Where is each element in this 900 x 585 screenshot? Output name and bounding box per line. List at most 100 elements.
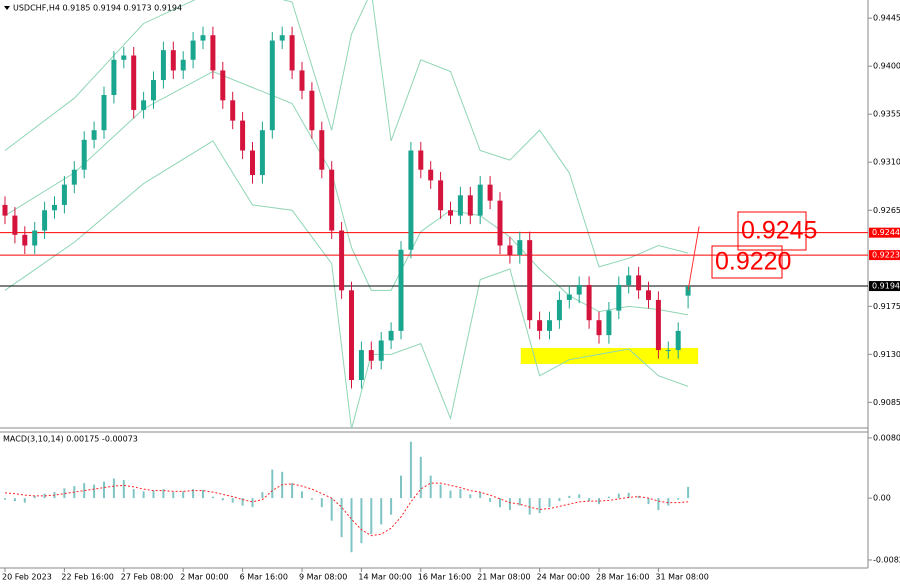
candle-body xyxy=(121,55,127,60)
macd-tick-label: 0.00 xyxy=(873,494,891,503)
x-tick-label: 9 Mar 08:00 xyxy=(299,573,347,582)
candle-body xyxy=(507,245,513,256)
candle-body xyxy=(319,130,325,170)
annotation: 0.9220 xyxy=(715,248,791,276)
candle-body xyxy=(91,130,97,140)
candle-body xyxy=(448,210,453,216)
candle-body xyxy=(329,169,335,231)
candle-body xyxy=(398,249,404,331)
annotation-box xyxy=(737,211,807,251)
candle-body xyxy=(616,284,622,311)
candle-body xyxy=(378,340,384,361)
candle-body xyxy=(71,169,77,185)
candle-body xyxy=(141,100,147,110)
candle-body xyxy=(12,215,18,235)
annotation: 0.9245 xyxy=(741,217,817,245)
candle-body xyxy=(160,50,166,81)
candle-body xyxy=(250,150,255,176)
candle-body xyxy=(52,204,57,211)
trendline xyxy=(687,226,700,291)
price-level-label: 0.9223 xyxy=(872,251,900,260)
y-tick-label: 0.9310 xyxy=(873,158,900,167)
candle-body xyxy=(42,210,48,231)
annotation-box xyxy=(711,245,783,279)
y-tick-label: 0.9175 xyxy=(873,302,900,311)
candle-body xyxy=(358,350,364,380)
candle-body xyxy=(101,94,107,131)
x-tick-label: 24 Mar 00:00 xyxy=(537,573,590,582)
candle-body xyxy=(497,200,503,246)
candle-body xyxy=(665,350,671,352)
chart-title: USDCHF,H4 0.9185 0.9194 0.9173 0.9194 xyxy=(13,4,182,13)
candle-body xyxy=(299,70,305,91)
candle-body xyxy=(537,320,543,331)
candle-body xyxy=(180,59,186,71)
candle-body xyxy=(646,290,651,300)
x-tick-label: 21 Mar 08:00 xyxy=(477,573,530,582)
candle-body xyxy=(368,350,374,361)
candle-body xyxy=(606,310,612,336)
candle-body xyxy=(685,286,691,296)
x-tick-label: 20 Feb 2023 xyxy=(2,573,52,582)
candle-body xyxy=(675,330,681,351)
y-tick-label: 0.9400 xyxy=(873,62,900,71)
x-tick-label: 2 Mar 00:00 xyxy=(180,573,228,582)
candle-body xyxy=(438,180,444,211)
candle-body xyxy=(467,195,473,216)
candle-body xyxy=(547,320,552,331)
candle-body xyxy=(240,120,246,151)
candle-body xyxy=(309,90,315,131)
candle-body xyxy=(269,40,275,131)
macd-tick-label: -0.00823 xyxy=(873,555,900,564)
candle-body xyxy=(22,234,28,246)
candle-body xyxy=(388,330,394,341)
x-tick-label: 28 Mar 16:00 xyxy=(596,573,649,582)
symbol-icon xyxy=(4,6,10,10)
candle-body xyxy=(517,240,523,256)
candle-body xyxy=(566,294,572,300)
candle-body xyxy=(32,230,38,246)
candle-body xyxy=(596,320,602,336)
y-tick-label: 0.9445 xyxy=(873,14,900,23)
macd-title: MACD(3,10,14) 0.00175 -0.00073 xyxy=(3,435,138,444)
candle-body xyxy=(576,284,582,295)
axes: 0.9445 0.9400 0.9355 0.9310 0.9265 0.9175 0.91… xyxy=(2,14,900,582)
y-tick-label: 0.9085 xyxy=(873,398,900,407)
candle-body xyxy=(428,169,434,181)
candle-body xyxy=(220,70,226,101)
candle-body xyxy=(81,139,87,170)
bollinger-band xyxy=(4,0,689,268)
macd-tick-label: 0.00801 xyxy=(873,433,900,442)
bollinger-band xyxy=(4,70,689,316)
candle-body xyxy=(131,55,137,110)
price-level-label: 0.9194 xyxy=(872,282,900,291)
candle-body xyxy=(408,150,414,250)
candle-body xyxy=(190,40,196,60)
candle-body xyxy=(556,299,562,321)
candle-body xyxy=(200,35,206,41)
price-level-box xyxy=(869,250,900,261)
y-tick-label: 0.9265 xyxy=(873,206,900,215)
candle-body xyxy=(151,80,156,101)
candle-body xyxy=(655,299,661,351)
candle-body xyxy=(259,130,265,176)
candle-body xyxy=(111,59,117,95)
candle-body xyxy=(170,50,176,71)
candle-body xyxy=(210,35,216,71)
y-tick-label: 0.9355 xyxy=(873,110,900,119)
macd-panel xyxy=(4,441,690,553)
candle-body xyxy=(586,284,592,321)
x-tick-label: 16 Mar 16:00 xyxy=(418,573,471,582)
candle-body xyxy=(279,35,285,41)
y-tick-label: 0.9130 xyxy=(873,350,900,359)
candle-body xyxy=(418,150,424,170)
price-level-label: 0.9244 xyxy=(872,228,900,237)
price-level-box xyxy=(869,281,900,292)
price-panel xyxy=(0,0,868,428)
candle-body xyxy=(339,230,345,291)
x-tick-label: 31 Mar 08:00 xyxy=(655,573,708,582)
candle-body xyxy=(289,35,295,71)
candle-body xyxy=(477,184,483,216)
